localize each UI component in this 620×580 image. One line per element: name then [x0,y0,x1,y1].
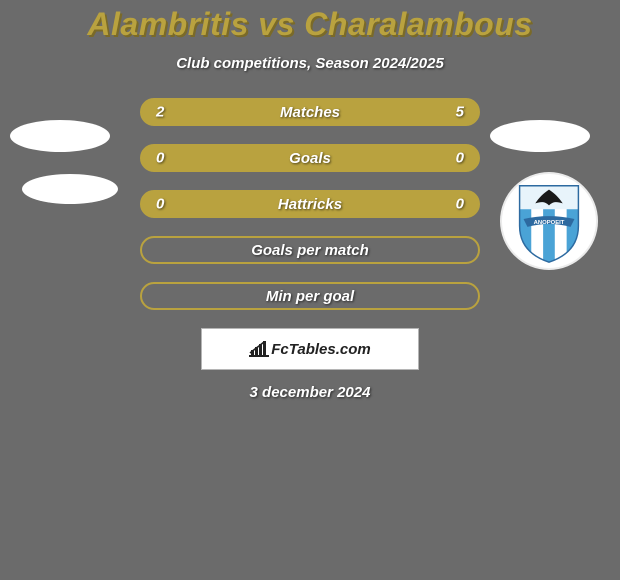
bar-chart-icon [249,341,269,357]
stat-row: Goals per match [140,236,480,264]
stat-label: Hattricks [278,196,342,213]
brand-logo-text: FcTables.com [271,341,370,358]
brand-logo-box: FcTables.com [201,328,419,370]
stat-label: Goals per match [251,242,369,259]
crest-svg: ANOPOEIT [500,172,598,270]
left-team-placeholder-2 [22,174,118,204]
stat-right-value: 5 [456,104,464,121]
stat-label: Matches [280,104,340,121]
bar-fill-right [236,100,478,124]
svg-text:ANOPOEIT: ANOPOEIT [534,220,565,226]
stat-right-value: 0 [456,150,464,167]
right-team-placeholder-1 [490,120,590,152]
subtitle: Club competitions, Season 2024/2025 [0,55,620,72]
snapshot-date: 3 december 2024 [0,384,620,401]
stat-row: 0 Hattricks 0 [140,190,480,218]
stat-right-value: 0 [456,196,464,213]
right-team-crest: ANOPOEIT [500,172,598,270]
stat-left-value: 0 [156,150,164,167]
comparison-card: Alambritis vs Charalambous Club competit… [0,0,620,580]
page-title: Alambritis vs Charalambous [0,0,620,43]
left-team-placeholder-1 [10,120,110,152]
stat-label: Goals [289,150,331,167]
stat-left-value: 0 [156,196,164,213]
stat-row: 2 Matches 5 [140,98,480,126]
stat-row: 0 Goals 0 [140,144,480,172]
stat-label: Min per goal [266,288,354,305]
stat-rows: 2 Matches 5 0 Goals 0 0 Hattricks 0 Goals per mat… [140,98,480,310]
stat-left-value: 2 [156,104,164,121]
stat-row: Min per goal [140,282,480,310]
